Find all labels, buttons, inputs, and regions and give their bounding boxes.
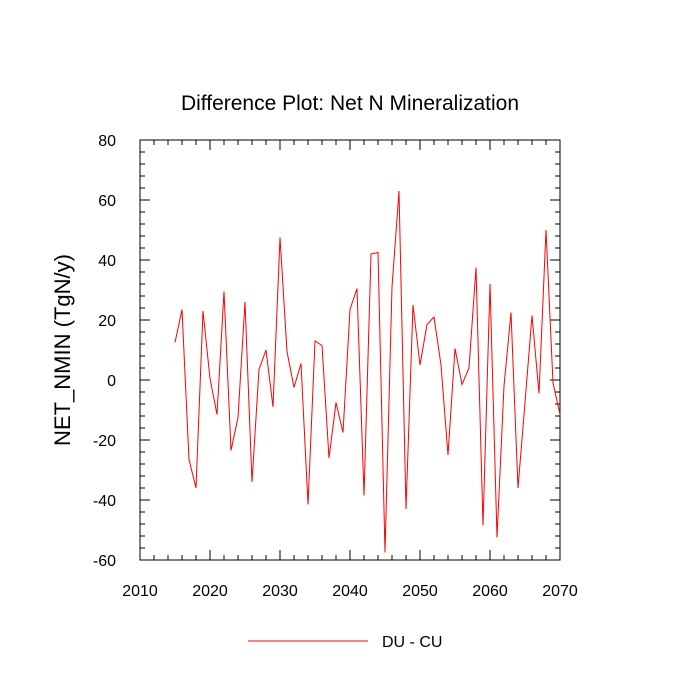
legend-label: DU - CU (382, 634, 442, 651)
y-axis-label: NET_NMIN (TgN/y) (50, 254, 75, 446)
plot-frame (139, 139, 561, 561)
y-tick-label: 0 (107, 373, 116, 390)
series-group (174, 190, 561, 553)
y-tick-label: -40 (93, 493, 116, 510)
x-tick-label: 2040 (332, 583, 368, 600)
y-tick-labels: -60 -40 -20 0 20 40 60 80 (93, 133, 116, 570)
y-tick-label: 40 (98, 253, 116, 270)
y-tick-label: 20 (98, 313, 116, 330)
x-tick-label: 2030 (262, 583, 298, 600)
y-tick-label: 80 (98, 133, 116, 150)
y-tick-label: -60 (93, 553, 116, 570)
chart-title: Difference Plot: Net N Mineralization (181, 92, 519, 115)
x-tick-label: 2020 (192, 583, 228, 600)
series-line (174, 190, 561, 553)
x-tick-labels: 2010 2020 2030 2040 2050 2060 2070 (122, 583, 578, 600)
y-tick-label: -20 (93, 433, 116, 450)
x-tick-label: 2060 (472, 583, 508, 600)
y-tick-label: 60 (98, 193, 116, 210)
x-tick-label: 2070 (542, 583, 578, 600)
x-tick-label: 2010 (122, 583, 158, 600)
axis-ticks (139, 139, 561, 561)
legend: DU - CU (248, 634, 442, 651)
x-tick-label: 2050 (402, 583, 438, 600)
